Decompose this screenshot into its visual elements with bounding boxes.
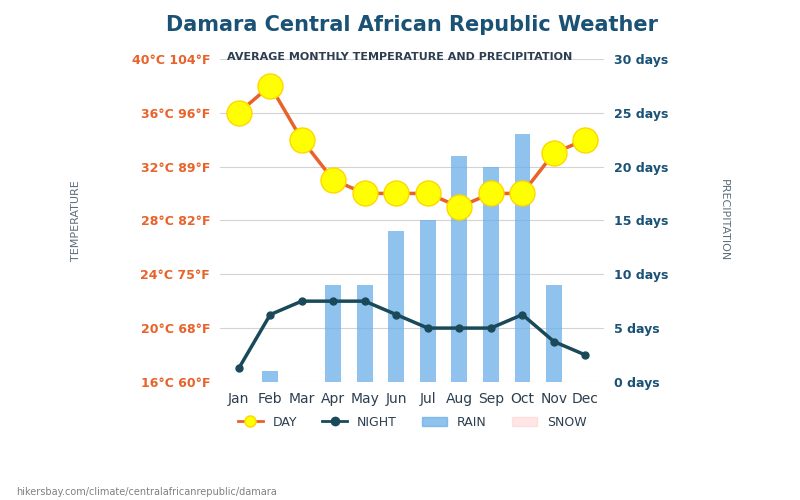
Y-axis label: TEMPERATURE: TEMPERATURE (71, 180, 81, 260)
Title: Damara Central African Republic Weather: Damara Central African Republic Weather (166, 15, 658, 35)
Y-axis label: PRECIPITATION: PRECIPITATION (719, 179, 729, 262)
Bar (326, 285, 341, 382)
Bar (451, 156, 467, 382)
Bar (389, 231, 404, 382)
Bar (514, 134, 530, 382)
Bar (483, 166, 498, 382)
Bar (420, 220, 436, 382)
Bar (357, 285, 373, 382)
Text: hikersbay.com/climate/centralafricanrepublic/damara: hikersbay.com/climate/centralafricanrepu… (16, 487, 277, 497)
Bar (262, 371, 278, 382)
Legend: DAY, NIGHT, RAIN, SNOW: DAY, NIGHT, RAIN, SNOW (233, 411, 591, 434)
Text: AVERAGE MONTHLY TEMPERATURE AND PRECIPITATION: AVERAGE MONTHLY TEMPERATURE AND PRECIPIT… (227, 52, 573, 62)
Bar (546, 285, 562, 382)
